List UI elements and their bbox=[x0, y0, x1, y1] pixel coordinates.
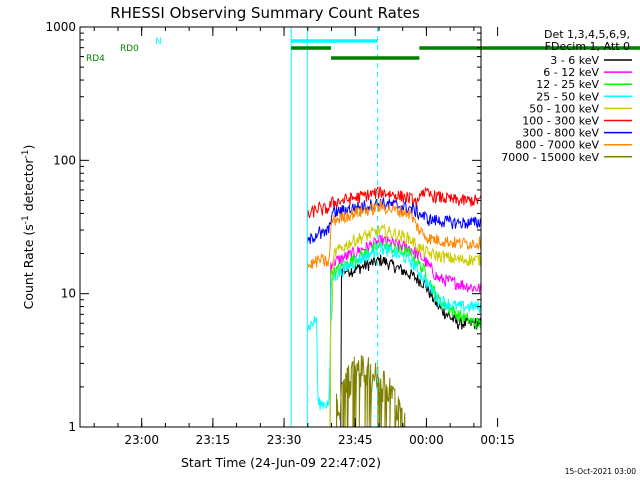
y-axis: 1 10 100 1000 bbox=[45, 20, 481, 434]
series-line-1 bbox=[307, 235, 481, 427]
legend-label-1: 6 - 12 keV bbox=[543, 66, 599, 79]
status-bars: N RD0 RD4 bbox=[86, 37, 640, 64]
x-tick-label-2: 23:30 bbox=[267, 433, 302, 447]
series-line-4 bbox=[307, 223, 481, 427]
series-line-7 bbox=[306, 200, 481, 269]
legend-header-0: Det 1,3,4,5,6,9, bbox=[544, 28, 630, 41]
y-tick-label-1: 10 bbox=[61, 287, 76, 301]
x-tick-label-0: 23:00 bbox=[124, 433, 159, 447]
legend-label-7: 800 - 7000 keV bbox=[515, 139, 599, 152]
x-tick-label-4: 00:00 bbox=[409, 433, 444, 447]
series-line-3 bbox=[306, 242, 481, 411]
timestamp: 15-Oct-2021 03:00 bbox=[565, 467, 636, 476]
legend-header-1: FDecim 1, Att 0 bbox=[545, 40, 630, 53]
y-tick-label-2: 100 bbox=[53, 153, 76, 167]
chart-title: RHESSI Observing Summary Count Rates bbox=[110, 4, 420, 22]
legend-label-0: 3 - 6 keV bbox=[550, 54, 599, 67]
x-axis-label: Start Time (24-Jun-09 22:47:02) bbox=[181, 455, 381, 470]
x-tick-label-1: 23:15 bbox=[196, 433, 231, 447]
series-line-5 bbox=[306, 186, 481, 219]
plot-frame bbox=[79, 26, 482, 428]
status-label-rd4: RD4 bbox=[86, 54, 105, 64]
x-axis: 23:00 23:15 23:30 23:45 00:00 00:15 bbox=[93, 27, 515, 447]
series-line-0 bbox=[307, 254, 481, 427]
y-axis-label: Count Rate (s-1 detector-1) bbox=[21, 145, 36, 310]
x-tick-label-3: 23:45 bbox=[338, 433, 373, 447]
y-tick-label-0: 1 bbox=[68, 420, 76, 434]
y-tick-label-3: 1000 bbox=[45, 20, 76, 34]
legend-label-4: 50 - 100 keV bbox=[529, 102, 599, 115]
status-label-n: N bbox=[155, 37, 162, 47]
legend-label-2: 12 - 25 keV bbox=[536, 78, 599, 91]
x-tick-label-5: 00:15 bbox=[480, 433, 515, 447]
legend-label-3: 25 - 50 keV bbox=[536, 90, 599, 103]
legend-label-6: 300 - 800 keV bbox=[522, 127, 599, 140]
status-label-rd0: RD0 bbox=[120, 44, 139, 54]
series-layer bbox=[306, 186, 481, 427]
legend-label-8: 7000 - 15000 keV bbox=[501, 151, 599, 164]
legend-label-5: 100 - 300 keV bbox=[522, 115, 599, 128]
legend: Det 1,3,4,5,6,9,FDecim 1, Att 03 - 6 keV… bbox=[501, 28, 632, 164]
series-line-8 bbox=[336, 355, 406, 427]
vertical-markers bbox=[290, 27, 379, 427]
